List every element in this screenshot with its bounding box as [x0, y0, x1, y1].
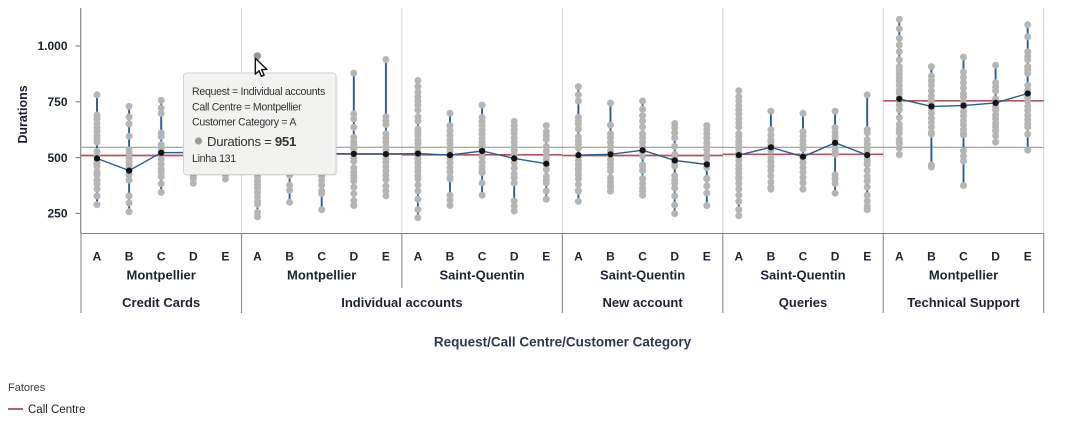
svg-text:B: B: [767, 250, 776, 264]
svg-text:C: C: [638, 250, 647, 264]
svg-text:D: D: [189, 250, 198, 264]
svg-text:B: B: [606, 250, 615, 264]
svg-text:Montpellier: Montpellier: [127, 268, 196, 283]
svg-text:E: E: [221, 250, 229, 264]
svg-text:Call Centre: Call Centre: [28, 404, 86, 416]
svg-text:D: D: [510, 250, 519, 264]
svg-text:C: C: [959, 250, 968, 264]
svg-text:Fatores: Fatores: [8, 382, 46, 394]
svg-text:New account: New account: [603, 295, 684, 310]
svg-text:A: A: [734, 250, 743, 264]
svg-text:C: C: [157, 250, 166, 264]
svg-text:Durations = 951: Durations = 951: [207, 134, 296, 149]
svg-text:C: C: [317, 250, 326, 264]
svg-text:E: E: [703, 250, 711, 264]
svg-text:B: B: [446, 250, 455, 264]
svg-text:D: D: [670, 250, 679, 264]
svg-text:A: A: [895, 250, 904, 264]
svg-text:D: D: [831, 250, 840, 264]
svg-text:Saint-Quentin: Saint-Quentin: [760, 268, 845, 283]
svg-text:Request/Call Centre/Customer C: Request/Call Centre/Customer Category: [434, 335, 692, 350]
svg-text:Durations: Durations: [16, 85, 30, 143]
svg-text:Saint-Quentin: Saint-Quentin: [600, 268, 685, 283]
svg-text:E: E: [1024, 250, 1032, 264]
svg-text:Montpellier: Montpellier: [287, 268, 356, 283]
svg-text:E: E: [382, 250, 390, 264]
svg-text:D: D: [349, 250, 358, 264]
svg-text:A: A: [253, 250, 262, 264]
svg-text:A: A: [93, 250, 102, 264]
svg-text:Request = Individual accounts: Request = Individual accounts: [192, 86, 325, 98]
svg-text:Call Centre = Montpellier: Call Centre = Montpellier: [192, 102, 302, 114]
svg-text:Queries: Queries: [779, 295, 827, 310]
svg-text:Saint-Quentin: Saint-Quentin: [439, 268, 524, 283]
svg-text:Customer Category = A: Customer Category = A: [192, 117, 297, 129]
svg-text:1.000: 1.000: [37, 39, 67, 53]
svg-text:A: A: [574, 250, 583, 264]
svg-text:Individual accounts: Individual accounts: [341, 295, 462, 310]
svg-text:Technical Support: Technical Support: [907, 295, 1020, 310]
svg-text:C: C: [478, 250, 487, 264]
svg-text:Montpellier: Montpellier: [929, 268, 998, 283]
svg-text:Credit Cards: Credit Cards: [122, 295, 200, 310]
svg-text:750: 750: [47, 95, 67, 109]
svg-text:B: B: [285, 250, 294, 264]
svg-text:500: 500: [47, 151, 67, 165]
svg-text:D: D: [991, 250, 1000, 264]
svg-text:A: A: [414, 250, 423, 264]
svg-text:E: E: [863, 250, 871, 264]
svg-text:Linha 131: Linha 131: [192, 153, 236, 165]
svg-text:C: C: [799, 250, 808, 264]
svg-text:B: B: [927, 250, 936, 264]
svg-text:250: 250: [47, 207, 67, 221]
svg-text:B: B: [125, 250, 134, 264]
svg-text:E: E: [542, 250, 550, 264]
